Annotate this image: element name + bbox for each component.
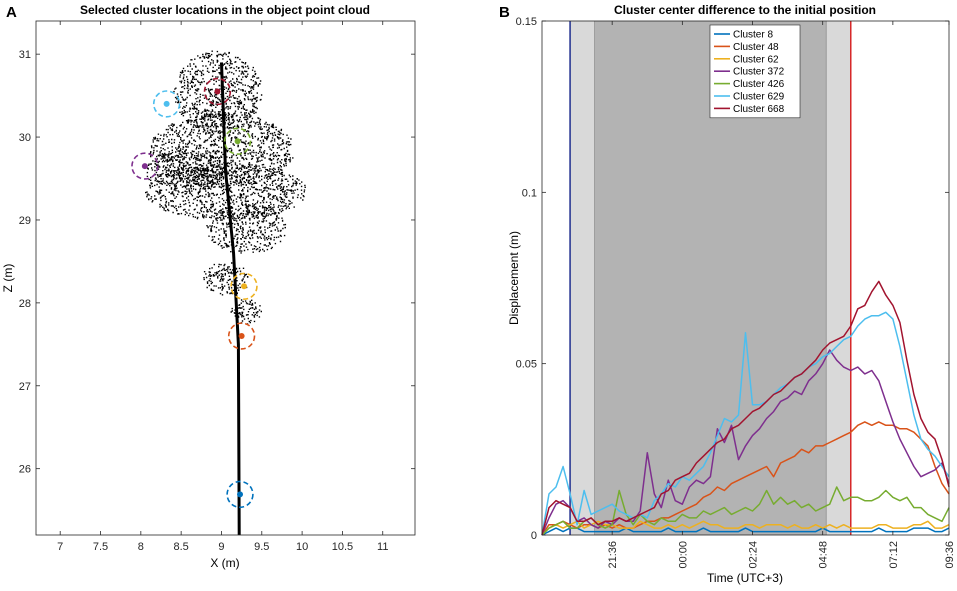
y-tick-label: 26 <box>19 464 31 476</box>
y-tick-label: 30 <box>19 132 31 144</box>
panel-a-x-ticks: 7 7.5 8 8.5 9 9.5 10 10.5 11 <box>57 21 388 553</box>
displacement-series <box>541 280 950 536</box>
legend-label: Cluster 372 <box>733 67 785 78</box>
x-tick-label: 10 <box>296 541 308 553</box>
y-tick-label: 0.05 <box>516 359 537 371</box>
shaded-region <box>570 21 595 535</box>
panel-a-title: Selected cluster locations in the object… <box>80 3 370 17</box>
cluster-circle <box>223 127 252 155</box>
panel-b-x-label: Time (UTC+3) <box>707 571 783 585</box>
x-tick-label: 04:48 <box>818 541 830 569</box>
shaded-region <box>826 21 851 535</box>
tree-trunk <box>219 62 241 536</box>
series-line <box>541 486 950 536</box>
y-tick-label: 28 <box>19 298 31 310</box>
x-tick-label: 02:24 <box>748 541 760 569</box>
legend-label: Cluster 8 <box>733 30 773 41</box>
series-line <box>541 311 950 536</box>
series-line <box>541 280 950 536</box>
cluster-point <box>234 138 241 145</box>
panel-a-axes-box <box>35 20 416 536</box>
x-tick-label: 8 <box>138 541 144 553</box>
y-tick-label: 31 <box>19 49 31 61</box>
x-tick-label: 00:00 <box>677 541 689 569</box>
y-tick-label: 29 <box>19 215 31 227</box>
panel-b-title: Cluster center difference to the initial… <box>614 3 876 17</box>
panel-a-letter: A <box>6 4 17 21</box>
cluster-circle <box>152 90 181 118</box>
legend-label: Cluster 48 <box>733 42 779 53</box>
cluster-point <box>241 283 248 290</box>
cluster-circle <box>203 77 232 106</box>
cluster-point <box>237 491 244 498</box>
cluster-circle <box>226 480 254 509</box>
y-tick-label: 0 <box>531 530 537 542</box>
x-tick-label: 21:36 <box>607 541 619 569</box>
cluster-circle <box>227 322 256 350</box>
cluster-point <box>163 100 170 107</box>
x-tick-label: 11 <box>377 541 388 553</box>
x-tick-label: 10.5 <box>332 541 353 553</box>
series-line <box>541 349 950 536</box>
x-tick-label: 8.5 <box>174 541 189 553</box>
y-tick-label: 27 <box>19 381 31 393</box>
panel-a-y-ticks: 26 27 28 29 30 31 <box>19 49 415 476</box>
panel-b-letter: B <box>499 4 510 21</box>
series-line <box>541 520 950 536</box>
panel-b-y-label: Displacement (m) <box>507 231 521 325</box>
panel-a: A Selected cluster locations in the obje… <box>1 3 416 570</box>
cluster-point <box>238 333 245 340</box>
foliage-points <box>145 50 306 325</box>
y-tick-label: 0.1 <box>522 187 537 199</box>
cluster-markers <box>131 77 258 509</box>
panel-b-y-ticks: 0 0.05 0.1 0.15 <box>516 16 949 542</box>
legend-label: Cluster 629 <box>733 92 785 103</box>
event-lines <box>569 21 852 535</box>
y-tick-label: 0.15 <box>516 16 537 28</box>
cluster-circle <box>131 152 159 180</box>
panel-a-x-label: X (m) <box>210 556 239 570</box>
x-tick-label: 7 <box>57 541 63 553</box>
legend-label: Cluster 668 <box>733 104 785 115</box>
x-tick-label: 9 <box>218 541 224 553</box>
x-tick-label: 07:12 <box>888 541 900 569</box>
series-line <box>541 421 950 536</box>
cluster-point <box>214 88 221 95</box>
panel-a-plot-area <box>36 21 415 535</box>
legend-label: Cluster 62 <box>733 54 779 65</box>
legend-label: Cluster 426 <box>733 79 785 90</box>
panel-b-axes-box <box>541 20 950 536</box>
cluster-point <box>141 163 148 170</box>
panel-a-y-label: Z (m) <box>1 264 15 293</box>
panel-b: B Cluster center difference to the initi… <box>499 3 956 585</box>
series-line <box>541 527 950 536</box>
panel-b-x-ticks: 21:36 00:00 02:24 04:48 07:12 09:36 <box>607 21 956 569</box>
x-tick-label: 9.5 <box>254 541 269 553</box>
x-tick-label: 7.5 <box>93 541 108 553</box>
point-cloud <box>145 50 306 536</box>
cluster-circle <box>230 272 258 300</box>
x-tick-label: 09:36 <box>944 541 956 569</box>
